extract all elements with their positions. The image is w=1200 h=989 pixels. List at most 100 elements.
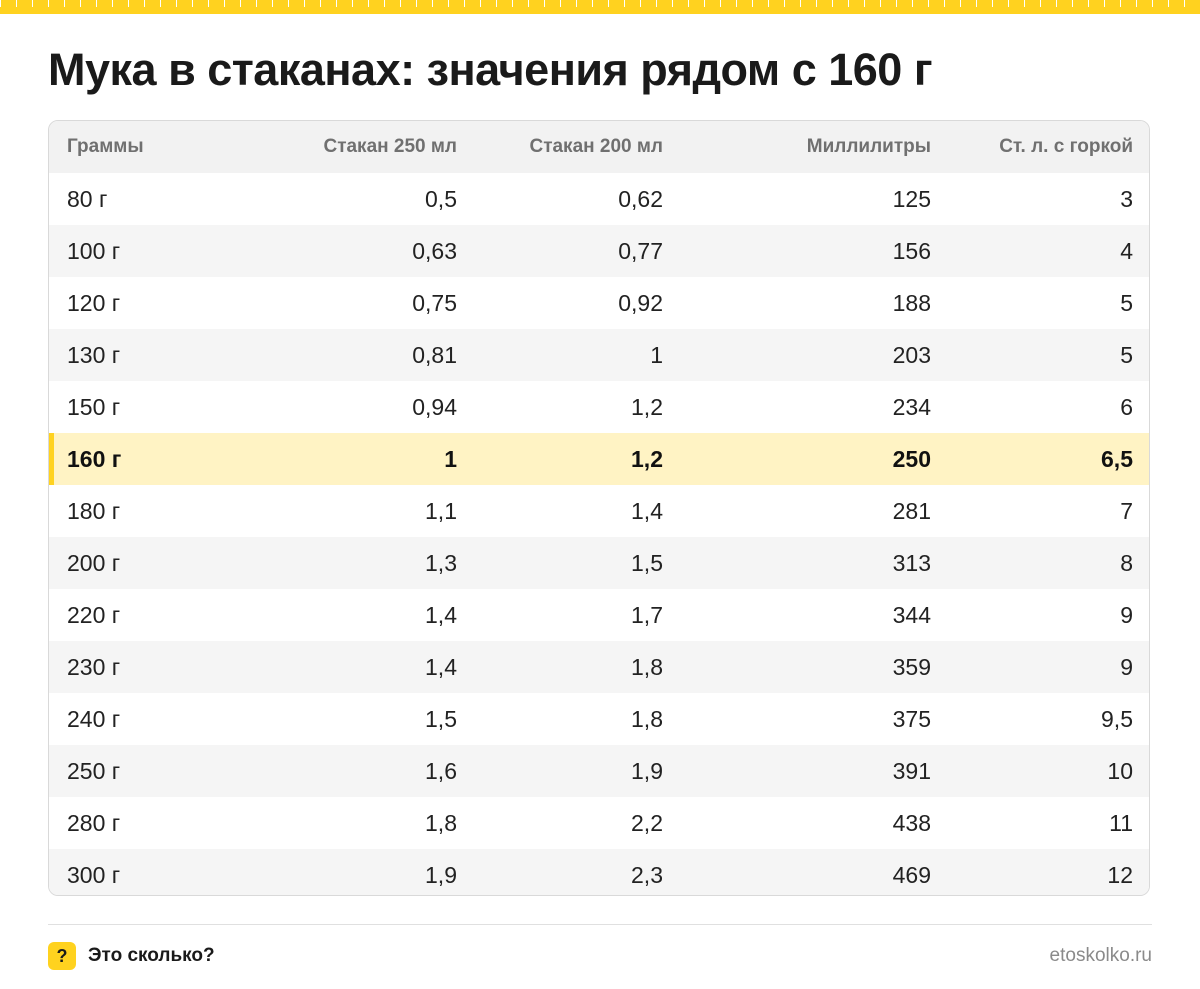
table-row: 150 г 0,94 1,2 234 6: [49, 381, 1149, 433]
table-row: 230 г 1,4 1,8 359 9: [49, 641, 1149, 693]
header-milliliters: Миллилитры: [806, 136, 931, 157]
cell-milliliters: 359: [892, 653, 931, 680]
table-row: 100 г 0,63 0,77 156 4: [49, 225, 1149, 277]
table-row: 120 г 0,75 0,92 188 5: [49, 277, 1149, 329]
cell-cup-250: 1,3: [425, 549, 457, 576]
conversion-table-card: Граммы Стакан 250 мл Стакан 200 мл Милли…: [48, 120, 1150, 896]
table-header: Граммы Стакан 250 мл Стакан 200 мл Милли…: [49, 121, 1149, 173]
table-row: 250 г 1,6 1,9 391 10: [49, 745, 1149, 797]
cell-cup-250: 1: [444, 445, 457, 472]
question-mark-icon: ?: [48, 942, 76, 970]
cell-grams: 130 г: [67, 341, 121, 368]
page-title: Мука в стаканах: значения рядом с 160 г: [48, 44, 933, 95]
cell-cup-250: 1,6: [425, 757, 457, 784]
conversion-table: Граммы Стакан 250 мл Стакан 200 мл Милли…: [49, 121, 1149, 895]
cell-cup-200: 1,8: [631, 653, 663, 680]
cell-cup-250: 0,63: [412, 237, 457, 264]
cell-grams: 150 г: [67, 393, 121, 420]
cell-tablespoons: 5: [1120, 289, 1133, 316]
table-row: 180 г 1,1 1,4 281 7: [49, 485, 1149, 537]
cell-grams: 160 г: [49, 433, 219, 485]
cell-milliliters: 391: [892, 757, 931, 784]
cell-cup-200: 1,8: [631, 705, 663, 732]
cell-grams: 230 г: [67, 653, 121, 680]
cell-cup-200: 1,2: [631, 393, 663, 420]
footer-brand: ? Это сколько?: [48, 942, 215, 970]
cell-milliliters: 125: [892, 185, 931, 212]
cell-cup-200: 0,62: [618, 185, 663, 212]
cell-milliliters: 234: [892, 393, 931, 420]
cell-milliliters: 313: [892, 549, 931, 576]
header-grams: Граммы: [67, 136, 144, 157]
cell-grams: 180 г: [67, 497, 121, 524]
table-row: 240 г 1,5 1,8 375 9,5: [49, 693, 1149, 745]
cell-grams: 280 г: [67, 809, 121, 836]
cell-cup-250: 1,8: [425, 809, 457, 836]
cell-cup-250: 0,81: [412, 341, 457, 368]
table-body: 80 г 0,5 0,62 125 3 100 г 0,63 0,77 156 4 120 г 0,7…: [49, 173, 1149, 895]
cell-grams: 240 г: [67, 705, 121, 732]
table-row: 220 г 1,4 1,7 344 9: [49, 589, 1149, 641]
cell-milliliters: 203: [892, 341, 931, 368]
cell-tablespoons: 9: [1120, 601, 1133, 628]
footer-divider: [48, 924, 1152, 925]
cell-cup-200: 1,2: [631, 445, 663, 472]
table-row: 130 г 0,81 1 203 5: [49, 329, 1149, 381]
cell-cup-200: 2,3: [631, 861, 663, 888]
cell-tablespoons: 5: [1120, 341, 1133, 368]
table-row: 280 г 1,8 2,2 438 11: [49, 797, 1149, 849]
cell-cup-200: 0,77: [618, 237, 663, 264]
table-row: 200 г 1,3 1,5 313 8: [49, 537, 1149, 589]
cell-tablespoons: 8: [1120, 549, 1133, 576]
cell-grams: 120 г: [67, 289, 121, 316]
cell-milliliters: 344: [892, 601, 931, 628]
header-cup-200: Стакан 200 мл: [529, 136, 663, 157]
cell-cup-250: 1,4: [425, 653, 457, 680]
cell-cup-200: 2,2: [631, 809, 663, 836]
cell-milliliters: 469: [892, 861, 931, 888]
site-url: etoskolko.ru: [1049, 945, 1152, 966]
cell-grams: 200 г: [67, 549, 121, 576]
header-tablespoons: Ст. л. с горкой: [999, 136, 1133, 157]
cell-cup-200: 0,92: [618, 289, 663, 316]
cell-grams: 220 г: [67, 601, 121, 628]
cell-milliliters: 375: [892, 705, 931, 732]
cell-tablespoons: 4: [1120, 237, 1133, 264]
cell-grams: 80 г: [67, 185, 108, 212]
table-header-row: Граммы Стакан 250 мл Стакан 200 мл Милли…: [49, 121, 1149, 173]
cell-tablespoons: 11: [1109, 809, 1133, 836]
cell-tablespoons: 7: [1120, 497, 1133, 524]
cell-milliliters: 188: [892, 289, 931, 316]
cell-tablespoons: 9,5: [1101, 705, 1133, 732]
cell-cup-200: 1,9: [631, 757, 663, 784]
cell-cup-250: 1,4: [425, 601, 457, 628]
cell-tablespoons: 10: [1107, 757, 1133, 784]
cell-cup-200: 1,4: [631, 497, 663, 524]
cell-milliliters: 156: [892, 237, 931, 264]
cell-tablespoons: 6,5: [1101, 445, 1133, 472]
cell-cup-250: 1,1: [425, 497, 457, 524]
cell-cup-250: 0,5: [425, 185, 457, 212]
table-row: 300 г 1,9 2,3 469 12: [49, 849, 1149, 895]
cell-cup-200: 1: [650, 341, 663, 368]
table-row-highlighted: 160 г 1 1,2 250 6,5: [49, 433, 1149, 485]
cell-grams: 300 г: [67, 861, 121, 888]
cell-cup-250: 1,9: [425, 861, 457, 888]
cell-milliliters: 281: [892, 497, 931, 524]
ruler-strip: [0, 0, 1200, 14]
cell-tablespoons: 3: [1120, 185, 1133, 212]
cell-cup-200: 1,5: [631, 549, 663, 576]
cell-grams: 250 г: [67, 757, 121, 784]
cell-milliliters: 438: [892, 809, 931, 836]
cell-tablespoons: 6: [1120, 393, 1133, 420]
table-row: 80 г 0,5 0,62 125 3: [49, 173, 1149, 225]
cell-cup-250: 0,94: [412, 393, 457, 420]
cell-cup-250: 0,75: [412, 289, 457, 316]
cell-milliliters: 250: [892, 445, 931, 472]
cell-tablespoons: 12: [1107, 861, 1133, 888]
cell-cup-250: 1,5: [425, 705, 457, 732]
cell-cup-200: 1,7: [631, 601, 663, 628]
cell-tablespoons: 9: [1120, 653, 1133, 680]
brand-name: Это сколько?: [88, 945, 215, 966]
cell-grams: 100 г: [67, 237, 121, 264]
